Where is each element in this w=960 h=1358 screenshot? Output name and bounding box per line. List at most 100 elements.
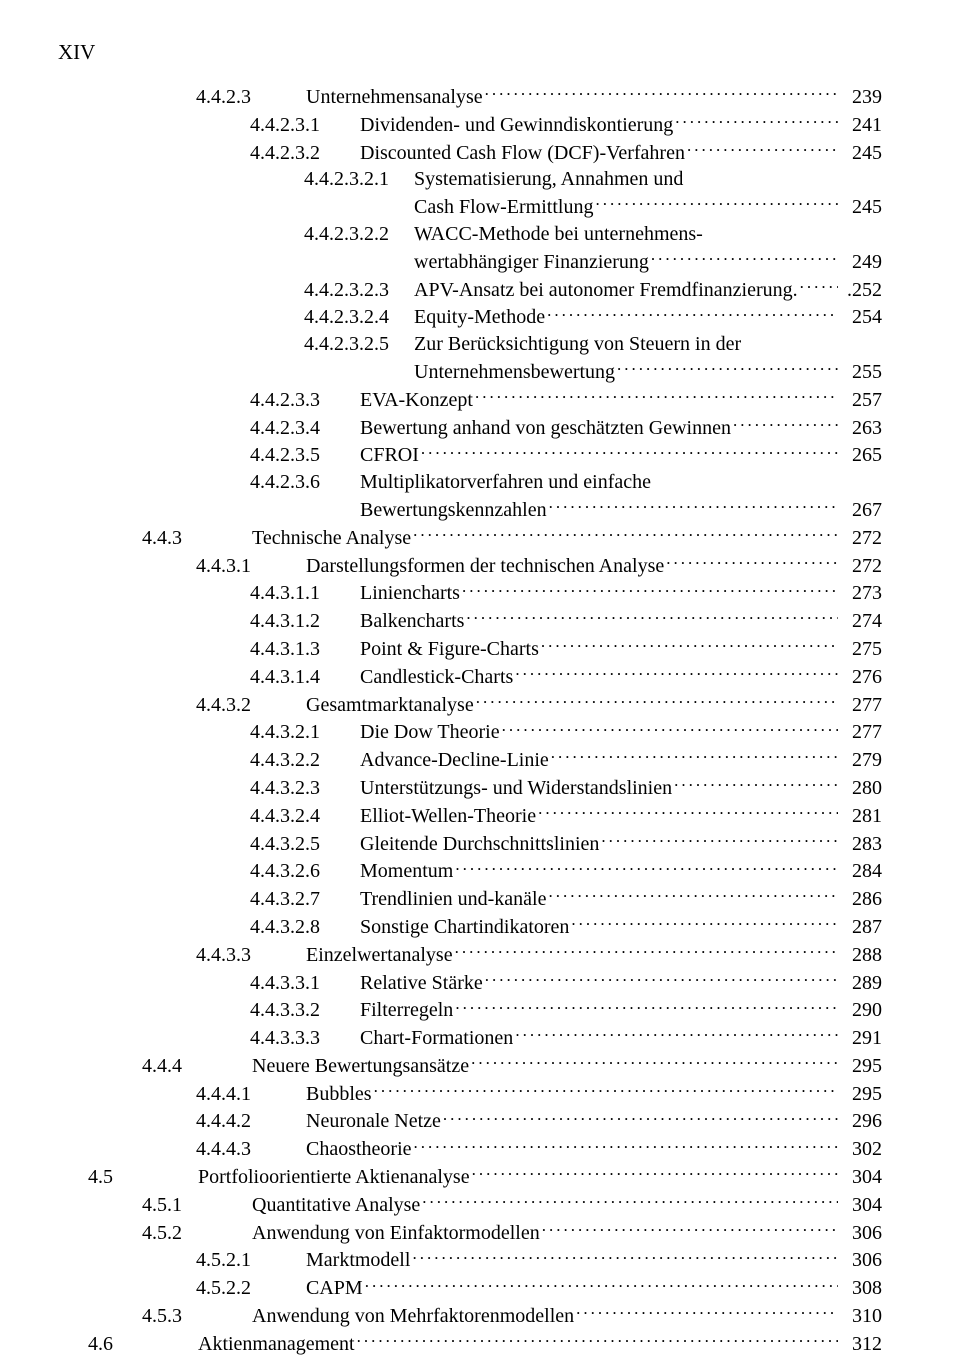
toc-entry-page: 274	[842, 608, 882, 635]
toc-entry-title: Unterstützungs- und Widerstandslinien	[360, 775, 672, 802]
toc-entry-page: 287	[842, 914, 882, 941]
toc-entry: 4.4.3.1.3Point & Figure-Charts275	[88, 635, 882, 663]
toc-entry-number: 4.4.3.3.1	[250, 970, 360, 997]
toc-leader	[571, 913, 838, 933]
toc-entry-title: Neuere Bewertungsansätze	[252, 1053, 469, 1080]
toc-entry: 4.5.2.1Marktmodell306	[88, 1246, 882, 1274]
toc-entry-title-cont: wertabhängiger Finanzierung	[414, 249, 649, 276]
toc-entry-page: 275	[842, 636, 882, 663]
toc-entry-number: 4.4.4	[142, 1053, 252, 1080]
toc-leader	[455, 857, 838, 877]
toc-entry: 4.4.2.3.2.2WACC-Methode bei unternehmens…	[88, 221, 882, 248]
toc-leader	[547, 303, 838, 323]
toc-entry-number: 4.4.3	[142, 525, 252, 552]
toc-entry-continuation: wertabhängiger Finanzierung249	[88, 248, 882, 276]
toc-entry: 4.4.3.2.6Momentum284	[88, 857, 882, 885]
toc-entry-page: 257	[842, 387, 882, 414]
toc-entry: 4.4.2.3.2Discounted Cash Flow (DCF)-Verf…	[88, 139, 882, 167]
toc-entry-page: 265	[842, 442, 882, 469]
toc-leader	[466, 607, 838, 627]
toc-leader	[651, 248, 838, 268]
toc-entry-title: Multiplikatorverfahren und einfache	[360, 469, 651, 496]
toc-entry-number: 4.5	[88, 1164, 198, 1191]
toc-entry-page: 277	[842, 719, 882, 746]
toc-entry-page: 304	[842, 1164, 882, 1191]
toc-leader	[687, 139, 838, 159]
toc-entry-page: 295	[842, 1053, 882, 1080]
toc-entry-number: 4.4.2.3.1	[250, 112, 360, 139]
toc-entry-page: 245	[842, 140, 882, 167]
toc-entry-number: 4.4.3.1	[196, 553, 306, 580]
toc-entry: 4.4.4.3Chaostheorie302	[88, 1135, 882, 1163]
toc-entry-title: Candlestick-Charts	[360, 664, 513, 691]
toc-entry-number: 4.5.2.2	[196, 1275, 306, 1302]
toc-entry: 4.4.2.3.2.1Systematisierung, Annahmen un…	[88, 166, 882, 193]
toc-entry: 4.5.1Quantitative Analyse304	[88, 1191, 882, 1219]
toc-entry-title-cont: Unternehmensbewertung	[414, 359, 615, 386]
toc-leader	[515, 1024, 838, 1044]
toc-entry-page: 276	[842, 664, 882, 691]
toc-entry-page: 296	[842, 1108, 882, 1135]
toc-entry: 4.4.2.3.6Multiplikatorverfahren und einf…	[88, 469, 882, 496]
toc-entry-page: 308	[842, 1275, 882, 1302]
toc-entry: 4.4.2.3.3EVA-Konzept257	[88, 386, 882, 414]
toc-entry-number: 4.4.3.2.7	[250, 886, 360, 913]
toc-entry-number: 4.5.1	[142, 1192, 252, 1219]
toc-entry-number: 4.4.3.2	[196, 692, 306, 719]
toc-entry-page: 272	[842, 525, 882, 552]
toc-entry-number: 4.4.3.1.2	[250, 608, 360, 635]
toc-entry: 4.4.3.1.2Balkencharts274	[88, 607, 882, 635]
toc-entry-number: 4.4.2.3.2	[250, 140, 360, 167]
toc-entry-title: Einzelwertanalyse	[306, 942, 453, 969]
toc-leader	[357, 1330, 838, 1350]
toc-entry-page: 290	[842, 997, 882, 1024]
toc-entry-page: 267	[842, 497, 882, 524]
toc-entry-number: 4.4.3.3.2	[250, 997, 360, 1024]
toc-entry: 4.4.2.3.1Dividenden- und Gewinndiskontie…	[88, 111, 882, 139]
toc-entry-number: 4.4.2.3.2.3	[304, 277, 414, 304]
toc-entry: 4.5Portfolioorientierte Aktienanalyse304	[88, 1163, 882, 1191]
toc-entry-number: 4.5.2.1	[196, 1247, 306, 1274]
toc-leader	[374, 1080, 838, 1100]
toc-entry-title: Dividenden- und Gewinndiskontierung	[360, 112, 673, 139]
toc-entry-number: 4.4.3.3.3	[250, 1025, 360, 1052]
toc-entry-page: 310	[842, 1303, 882, 1330]
toc-entry: 4.4.2.3.2.4Equity-Methode254	[88, 303, 882, 331]
toc-leader	[502, 718, 838, 738]
toc-entry: 4.4.3.2.8Sonstige Chartindikatoren287	[88, 913, 882, 941]
toc-entry-title: EVA-Konzept	[360, 387, 473, 414]
toc-entry-title-cont: Cash Flow-Ermittlung	[414, 194, 593, 221]
toc-entry-title: Elliot-Wellen-Theorie	[360, 803, 536, 830]
toc-entry-title: Neuronale Netze	[306, 1108, 441, 1135]
toc-leader	[666, 552, 838, 572]
toc-entry-title: APV-Ansatz bei autonomer Fremdfinanzieru…	[414, 277, 798, 304]
toc-leader	[485, 83, 838, 103]
toc-entry: 4.4.3.2.4Elliot-Wellen-Theorie281	[88, 802, 882, 830]
toc-entry-title: Liniencharts	[360, 580, 460, 607]
toc-entry: 4.4.3.2.3Unterstützungs- und Widerstands…	[88, 774, 882, 802]
toc-entry-page: 281	[842, 803, 882, 830]
toc-leader	[515, 663, 838, 683]
toc-leader	[472, 1163, 838, 1183]
toc-leader	[551, 746, 838, 766]
toc-entry-page: 288	[842, 942, 882, 969]
toc-leader	[675, 111, 838, 131]
toc-entry-title: Advance-Decline-Linie	[360, 747, 549, 774]
toc-leader	[455, 941, 838, 961]
toc-leader	[733, 414, 838, 434]
toc-entry-title: Aktienmanagement	[198, 1331, 355, 1358]
toc-entry-page: 312	[842, 1331, 882, 1358]
toc-entry-page: 280	[842, 775, 882, 802]
toc-entry-title: Sonstige Chartindikatoren	[360, 914, 569, 941]
toc-entry: 4.4.3.3.2Filterregeln290	[88, 996, 882, 1024]
toc-leader	[462, 579, 838, 599]
toc-entry-title: Equity-Methode	[414, 304, 545, 331]
toc-entry-title: Unternehmensanalyse	[306, 84, 483, 111]
toc-entry-page: 279	[842, 747, 882, 774]
toc-entry-page: 306	[842, 1247, 882, 1274]
toc-entry-page: 283	[842, 831, 882, 858]
toc-entry: 4.4.3.2.7Trendlinien und-kanäle286	[88, 885, 882, 913]
toc-entry-title: CFROI	[360, 442, 419, 469]
toc-entry-title: Systematisierung, Annahmen und	[414, 166, 683, 193]
toc-entry-title: Chart-Formationen	[360, 1025, 513, 1052]
